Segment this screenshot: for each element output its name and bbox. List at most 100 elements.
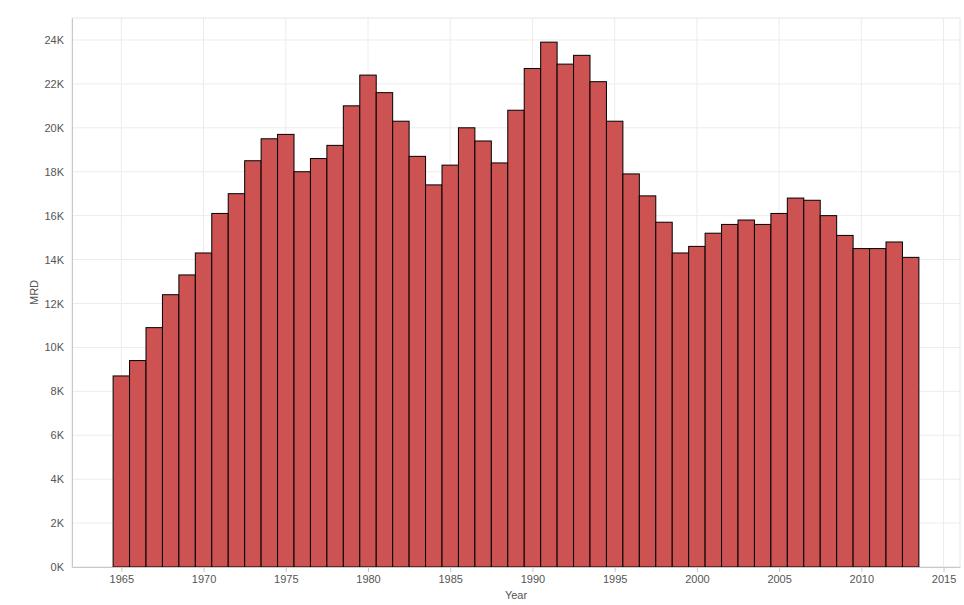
bar	[228, 194, 244, 567]
tick: 12K	[44, 298, 72, 310]
tick: 1995	[603, 567, 627, 585]
tick: 16K	[44, 210, 72, 222]
tick: 10K	[44, 341, 72, 353]
tick: 14K	[44, 254, 72, 266]
bar	[804, 200, 820, 567]
tick: 24K	[44, 34, 72, 46]
bar	[426, 185, 442, 567]
grid-line	[72, 83, 960, 84]
tick: 2000	[685, 567, 709, 585]
bar	[754, 224, 770, 567]
tick: 20K	[44, 122, 72, 134]
tick: 8K	[51, 385, 72, 397]
tick-label: 24K	[44, 34, 64, 46]
tick-mark	[450, 567, 451, 572]
bar	[113, 376, 129, 567]
tick-label: 18K	[44, 166, 64, 178]
bar	[557, 64, 573, 567]
tick-label: 1965	[110, 573, 134, 585]
bar	[278, 134, 294, 567]
bar	[212, 213, 228, 567]
tick-label: 1970	[192, 573, 216, 585]
plot-frame	[72, 18, 960, 567]
axis-line	[73, 567, 961, 568]
bars	[113, 42, 919, 567]
grid-line	[72, 39, 960, 40]
tick-mark	[615, 567, 616, 572]
tick-label: 20K	[44, 122, 64, 134]
tick: 2K	[51, 517, 72, 529]
bar	[656, 222, 672, 567]
bar	[195, 253, 211, 567]
bar	[902, 257, 918, 567]
tick: 1965	[110, 567, 134, 585]
bar	[442, 165, 458, 567]
bar	[458, 128, 474, 567]
chart: 1965 1970 1975 1980 1985 1990 1995 2000 2005 2010…	[0, 0, 964, 605]
tick-label: 6K	[51, 429, 65, 441]
tick: 1980	[356, 567, 380, 585]
bar	[409, 156, 425, 567]
bar	[343, 106, 359, 567]
bar	[162, 295, 178, 567]
tick-mark	[944, 567, 945, 572]
bar	[508, 110, 524, 567]
bar	[606, 121, 622, 567]
tick: 0K	[51, 561, 72, 573]
bar	[261, 139, 277, 567]
bar	[886, 242, 902, 567]
tick: 22K	[44, 78, 72, 90]
bar	[672, 253, 688, 567]
tick: 1990	[521, 567, 545, 585]
tick-mark	[121, 567, 122, 572]
tick-label: 2000	[685, 573, 709, 585]
bar	[771, 213, 787, 567]
tick-label: 1985	[438, 573, 462, 585]
tick-label: 10K	[44, 341, 64, 353]
bar	[294, 172, 310, 567]
tick: 2005	[767, 567, 791, 585]
tick-label: 1975	[274, 573, 298, 585]
bar	[475, 141, 491, 567]
tick-mark	[532, 567, 533, 572]
tick: 2010	[850, 567, 874, 585]
bar	[870, 249, 886, 567]
tick-label: 14K	[44, 254, 64, 266]
tick-label: 2K	[51, 517, 65, 529]
grid-line	[943, 18, 944, 567]
bar	[623, 174, 639, 567]
bar	[820, 216, 836, 567]
tick-mark	[204, 567, 205, 572]
tick-label: 1995	[603, 573, 627, 585]
bar	[590, 82, 606, 567]
bar	[393, 121, 409, 567]
tick-mark	[368, 567, 369, 572]
y-axis-title: MRD	[28, 280, 40, 305]
tick-label: 2005	[767, 573, 791, 585]
bar	[245, 161, 261, 567]
y-axis: 0K 2K 4K 6K 8K 10K 12K 14K 16K 18K 20K 22K 24K	[44, 19, 72, 574]
tick-mark	[286, 567, 287, 572]
bar	[837, 235, 853, 567]
tick-mark	[861, 567, 862, 572]
bar	[310, 159, 326, 567]
bar	[639, 196, 655, 567]
bar	[146, 328, 162, 567]
grid	[72, 18, 960, 567]
tick: 1975	[274, 567, 298, 585]
tick: 1985	[438, 567, 462, 585]
tick: 6K	[51, 429, 72, 441]
bar	[722, 224, 738, 567]
bar	[738, 220, 754, 567]
tick-label: 1990	[521, 573, 545, 585]
tick: 4K	[51, 473, 72, 485]
bar	[376, 93, 392, 567]
x-axis-title: Year	[505, 589, 528, 601]
tick: 18K	[44, 166, 72, 178]
tick-label: 22K	[44, 78, 64, 90]
bar	[689, 246, 705, 567]
bar	[705, 233, 721, 567]
tick-mark	[697, 567, 698, 572]
bar	[327, 145, 343, 567]
bar	[130, 361, 146, 567]
